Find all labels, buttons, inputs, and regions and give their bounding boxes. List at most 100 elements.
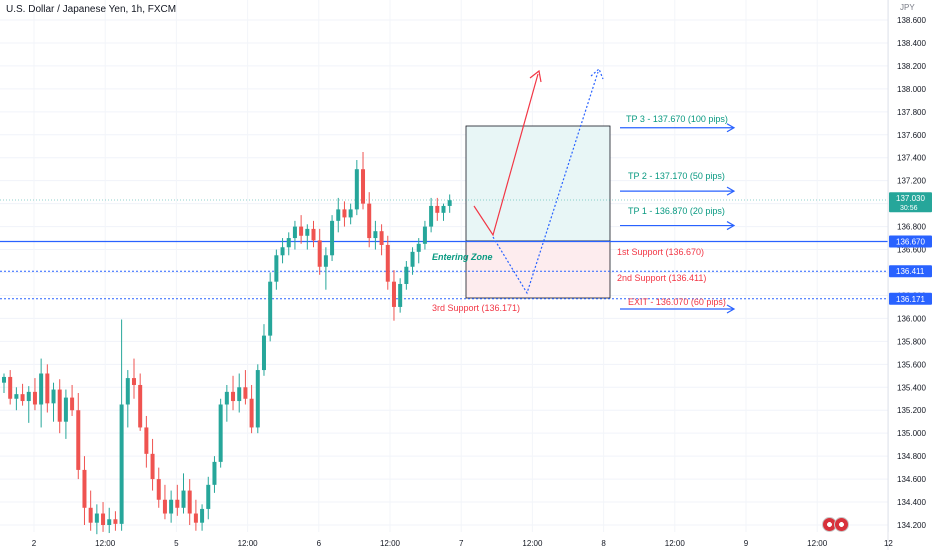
scenario-arrows	[473, 67, 604, 295]
candle-body	[261, 335, 266, 371]
bearish-scenario-arrow	[492, 71, 599, 295]
time-tick-label: 12:00	[665, 539, 686, 548]
candle-body	[193, 513, 198, 523]
candle-body	[391, 281, 396, 307]
candle-body	[125, 378, 130, 405]
time-tick-label: 12	[884, 539, 893, 548]
candle-body	[299, 226, 304, 236]
candle-body	[150, 453, 155, 480]
candle-body	[243, 387, 248, 399]
exit-label: EXIT - 136.070 (60 pips)	[628, 297, 726, 307]
candle-body	[274, 255, 279, 282]
candle-body	[82, 469, 87, 508]
time-tick-label: 12:00	[807, 539, 828, 548]
candle-body	[200, 508, 205, 523]
price-tick-label: 134.200	[897, 521, 926, 530]
candle-body	[107, 519, 112, 525]
support-levels	[0, 240, 888, 300]
candle-body	[268, 281, 273, 336]
price-tick-label: 135.000	[897, 429, 926, 438]
candle-body	[113, 519, 118, 524]
candle-body	[187, 490, 192, 514]
candle-body	[32, 391, 37, 405]
candle-body	[181, 490, 186, 508]
target-arrowhead	[726, 123, 736, 133]
candle-body	[169, 499, 174, 514]
us-flag-icon[interactable]	[834, 517, 849, 532]
time-tick-label: 12:00	[238, 539, 259, 548]
candle-body	[348, 209, 353, 218]
price-tick-label: 136.800	[897, 223, 926, 232]
time-tick-label: 9	[744, 539, 749, 548]
candle-body	[379, 231, 384, 245]
support2-label: 2nd Support (136.411)	[617, 273, 706, 283]
candle-body	[39, 373, 44, 405]
candle-body	[131, 378, 136, 385]
price-tags: 137.030 30:56 136.670 136.411 136.171	[889, 192, 932, 305]
price-tick-label: 134.600	[897, 475, 926, 484]
current-price-value: 137.030	[896, 194, 925, 203]
candle-body	[51, 389, 56, 404]
price-tick-label: 134.800	[897, 452, 926, 461]
candle-body	[57, 389, 62, 422]
chart-grid	[0, 0, 889, 532]
current-price-tag	[889, 192, 932, 213]
price-tick-label: 138.200	[897, 62, 926, 71]
candle-body	[422, 226, 427, 244]
candle-body	[156, 479, 161, 500]
price-tick-label: 135.200	[897, 406, 926, 415]
price-tick-label: 137.200	[897, 177, 926, 186]
candle-body	[330, 220, 335, 256]
time-tick-label: 12:00	[95, 539, 116, 548]
time-tick-label: 8	[601, 539, 606, 548]
candlesticks	[2, 151, 452, 535]
candle-body	[447, 200, 452, 206]
level-price-value: 136.171	[896, 295, 925, 304]
stop-zone	[465, 240, 611, 299]
trade-zones	[465, 125, 611, 299]
support1-label: 1st Support (136.670)	[617, 247, 704, 257]
candle-body	[398, 283, 403, 307]
price-tick-label: 136.000	[897, 314, 926, 323]
candle-body	[336, 209, 341, 221]
candle-body	[20, 394, 25, 402]
candle-body	[224, 391, 229, 405]
price-tick-label: 138.400	[897, 39, 926, 48]
time-tick-label: 12:00	[380, 539, 401, 548]
currency-label: JPY	[900, 3, 915, 12]
candle-body	[435, 205, 440, 213]
candle-body	[138, 384, 143, 428]
time-tick-label: 6	[317, 539, 322, 548]
candle-body	[101, 513, 106, 525]
candle-body	[231, 391, 236, 402]
price-tick-label: 137.800	[897, 108, 926, 117]
candle-body	[410, 251, 415, 267]
candle-body	[429, 205, 434, 227]
price-tick-label: 136.600	[897, 246, 926, 255]
candle-body	[94, 513, 99, 523]
candle-body	[317, 240, 322, 267]
price-axis[interactable]: JPY 138.600 138.400 138.200 138.000 137.800 1…	[887, 0, 926, 550]
time-axis[interactable]: 2 12:00 5 12:00 6 12:00 7 12:00 8 12:00 9 12:00 12	[32, 539, 894, 548]
price-tick-label: 137.400	[897, 154, 926, 163]
bar-countdown: 30:56	[900, 205, 918, 212]
candle-body	[212, 461, 217, 485]
target-arrows	[620, 123, 736, 314]
candle-body	[280, 247, 285, 256]
event-flags[interactable]	[822, 517, 850, 532]
candle-body	[14, 394, 19, 399]
price-tick-label: 138.000	[897, 85, 926, 94]
candle-body	[26, 391, 31, 402]
price-tick-label: 135.600	[897, 360, 926, 369]
chart-title: U.S. Dollar / Japanese Yen, 1h, FXCM	[6, 4, 177, 15]
candle-body	[162, 499, 167, 514]
tp3-label: TP 3 - 137.670 (100 pips)	[626, 114, 728, 124]
price-tick-label: 137.600	[897, 131, 926, 140]
candle-body	[88, 507, 93, 523]
price-tick-label: 138.600	[897, 16, 926, 25]
candle-body	[441, 205, 446, 213]
time-tick-label: 5	[174, 539, 179, 548]
candle-body	[45, 373, 50, 404]
candle-body	[119, 404, 124, 524]
